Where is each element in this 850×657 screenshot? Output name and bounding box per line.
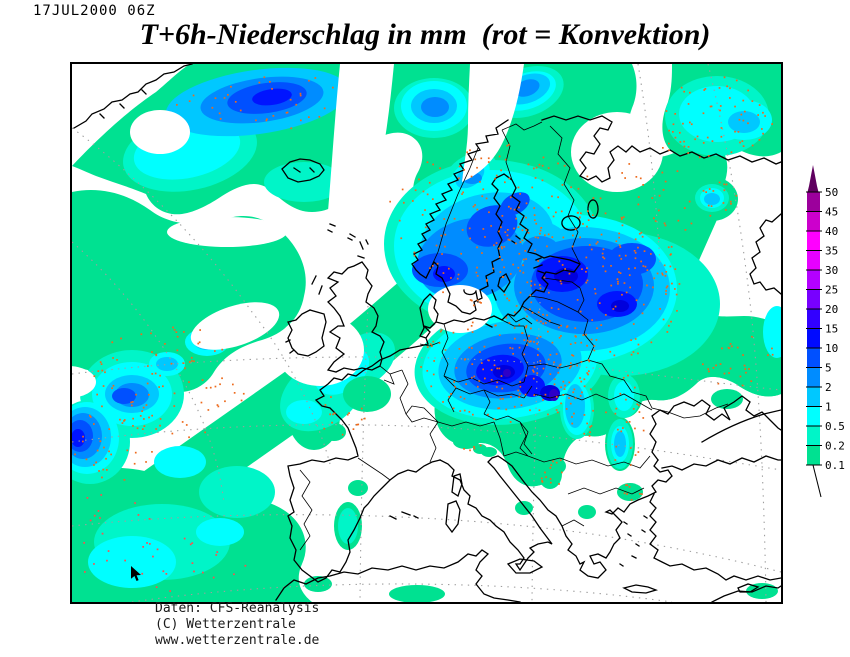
footer-data-source: Daten: CFS-Reanalysis: [155, 601, 319, 617]
colorbar-band: [807, 290, 820, 310]
colorbar-label: 2: [825, 381, 832, 394]
colorbar-band: [807, 231, 820, 251]
colorbar-label: 30: [825, 264, 838, 277]
weather-map: [70, 62, 783, 604]
colorbar-band: [807, 212, 820, 232]
run-datetime-label: 17JUL2000 06Z: [33, 3, 156, 19]
colorbar-label: 10: [825, 342, 838, 355]
colorbar-label: 0.2: [825, 440, 845, 453]
colorbar-label: 15: [825, 323, 838, 336]
colorbar-band: [807, 192, 820, 212]
colorbar-band: [807, 348, 820, 368]
colorbar-band: [807, 251, 820, 271]
mouse-cursor-icon: [130, 566, 144, 582]
weather-chart-page: 17JUL2000 06Z T+6h-Niederschlag in mm (r…: [0, 0, 850, 657]
colorbar-arrow-icon: [808, 165, 819, 192]
footer-credits: Daten: CFS-Reanalysis (C) Wetterzentrale…: [155, 601, 319, 649]
colorbar: 50 45 40 35 30 25 20 15 10 5 2 1 0.5 0.2 0.1: [798, 160, 850, 512]
footer-copyright: (C) Wetterzentrale: [155, 617, 319, 633]
colorbar-label: 45: [825, 206, 838, 219]
colorbar-band: [807, 426, 820, 446]
colorbar-band: [807, 446, 820, 466]
colorbar-band: [807, 387, 820, 407]
precip-patch-brittany: [343, 376, 391, 412]
colorbar-band: [807, 368, 820, 388]
colorbar-label: 50: [825, 186, 838, 199]
colorbar-label: 1: [825, 401, 832, 414]
colorbar-label: 20: [825, 303, 838, 316]
footer-website: www.wetterzentrale.de: [155, 633, 319, 649]
colorbar-label: 40: [825, 225, 838, 238]
page-title: T+6h-Niederschlag in mm (rot = Konvektio…: [72, 18, 778, 52]
colorbar-label: 35: [825, 245, 838, 258]
colorbar-band: [807, 309, 820, 329]
colorbar-label: 25: [825, 284, 838, 297]
colorbar-band: [807, 270, 820, 290]
colorbar-band: [807, 407, 820, 427]
colorbar-label: 5: [825, 362, 832, 375]
colorbar-band: [807, 329, 820, 349]
colorbar-label: 0.5: [825, 420, 845, 433]
colorbar-label: 0.1: [825, 459, 845, 472]
